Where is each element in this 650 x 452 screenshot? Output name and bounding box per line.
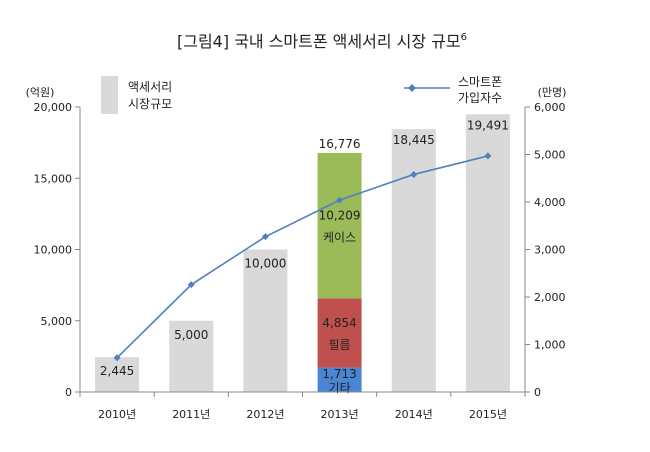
- bar-value-label: 16,776: [319, 137, 361, 151]
- bar-value-label: 18,445: [393, 133, 435, 147]
- right-axis-tick-label: 2,000: [534, 291, 566, 304]
- x-axis-tick-label: 2013년: [321, 408, 359, 421]
- bar-group: 2,445 5,000 10,000 16,776 18,445 19,491: [95, 114, 510, 393]
- stack-segment-name: 케이스: [323, 231, 356, 245]
- right-axis: 0 1,000 2,000 3,000 4,000 5,000 6,000: [524, 101, 566, 399]
- legend-bar-swatch: [101, 76, 118, 114]
- chart-title: [그림4] 국내 스마트폰 액세서리 시장 규모6: [177, 32, 467, 51]
- x-axis-tick-label: 2011년: [172, 408, 210, 421]
- stack-segment-name: 필름: [329, 338, 351, 352]
- right-axis-tick-label: 1,000: [534, 339, 566, 352]
- left-axis-tick-label: 15,000: [34, 172, 73, 185]
- left-axis-tick-label: 0: [65, 386, 72, 399]
- left-axis-tick-label: 5,000: [41, 315, 73, 328]
- x-axis-tick-label: 2010년: [98, 408, 136, 421]
- line-point: [484, 152, 492, 160]
- line-point: [410, 170, 418, 178]
- stack-segment-value: 4,854: [322, 316, 356, 330]
- right-axis-unit: (만명): [538, 86, 567, 99]
- bar-2014년: [391, 129, 436, 392]
- line-point: [261, 233, 269, 241]
- legend-line-label-line2: 가입자수: [458, 91, 502, 105]
- legend-bar-label-line2: 시장규모: [128, 97, 172, 111]
- right-axis-tick-label: 6,000: [534, 101, 566, 114]
- legend-line-label-line1: 스마트폰: [458, 75, 502, 89]
- line-path: [116, 155, 489, 359]
- left-axis-unit: (억원): [26, 86, 55, 99]
- chart-title-text: [그림4] 국내 스마트폰 액세서리 시장 규모: [177, 32, 461, 51]
- left-axis: 0 5,000 10,000 15,000 20,000: [34, 101, 81, 399]
- x-axis-tick-label: 2012년: [246, 408, 284, 421]
- bar-2012년: [243, 249, 288, 392]
- left-axis-tick-label: 20,000: [34, 101, 73, 114]
- line-series: [113, 152, 492, 362]
- bar-value-label: 19,491: [467, 118, 509, 132]
- x-axis-tick-label: 2014년: [395, 408, 433, 421]
- line-point: [113, 354, 121, 362]
- stack-segment-필름: [317, 298, 362, 368]
- stack-segment-기타: [317, 367, 362, 392]
- legend-bar-label-line1: 액세서리: [128, 80, 172, 94]
- stack-segment-name: 기타: [329, 381, 351, 395]
- line-point: [336, 196, 344, 204]
- right-axis-tick-label: 0: [534, 386, 541, 399]
- right-axis-tick-label: 5,000: [534, 149, 566, 162]
- bar-2010년: [95, 357, 140, 392]
- left-axis-tick-label: 10,000: [34, 244, 73, 257]
- right-axis-tick-label: 3,000: [534, 244, 566, 257]
- bar-value-label: 5,000: [174, 328, 208, 342]
- stack-segment-value: 10,209: [319, 209, 361, 223]
- x-axis-tick-label: 2015년: [469, 408, 507, 421]
- x-axis: 2010년 2011년 2012년 2013년 2014년 2015년: [79, 391, 526, 421]
- stack-segment-value: 1,713: [322, 367, 356, 381]
- stack-segment-케이스: [317, 152, 362, 299]
- bar-value-label: 10,000: [244, 257, 286, 271]
- bar-2015년: [465, 114, 510, 393]
- bar-2011년: [169, 320, 214, 392]
- legend-line-marker: [408, 84, 416, 92]
- right-axis-tick-label: 4,000: [534, 196, 566, 209]
- bar-value-label: 2,445: [100, 364, 134, 378]
- chart-title-superscript: 6: [461, 32, 467, 43]
- line-point: [187, 281, 195, 289]
